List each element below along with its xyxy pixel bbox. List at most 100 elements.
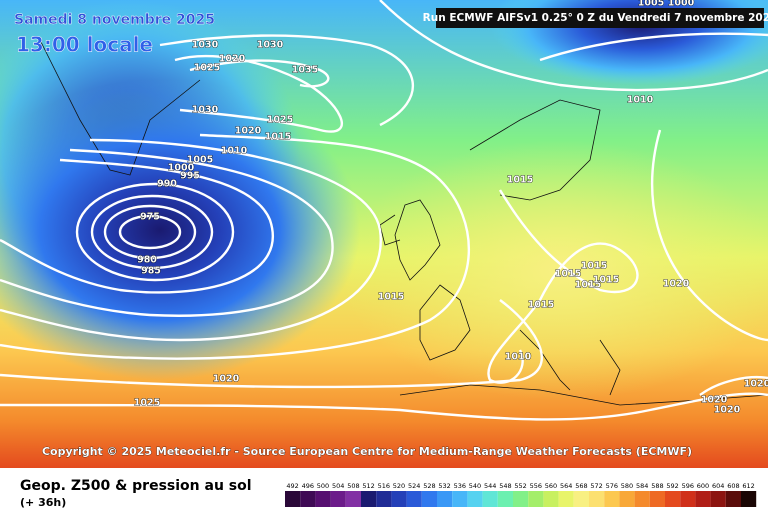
scale-swatch xyxy=(467,491,483,507)
coastlines xyxy=(39,39,768,406)
scale-swatch xyxy=(604,491,620,507)
isobar-label: 995 xyxy=(180,171,200,182)
time: 13:00 locale xyxy=(16,33,153,57)
scale-swatch xyxy=(361,491,377,507)
scale-swatch xyxy=(619,491,635,507)
scale-label: 572 xyxy=(590,482,602,490)
scale-label: 528 xyxy=(423,482,435,490)
isobar-label: 1000 xyxy=(168,163,195,174)
scale-label: 508 xyxy=(347,482,359,490)
isobar-label: 1010 xyxy=(221,146,248,157)
scale-label: 568 xyxy=(575,482,587,490)
copyright: Copyright © 2025 Meteociel.fr - Source E… xyxy=(42,445,692,458)
isobar-label: 1015 xyxy=(575,280,601,291)
scale-swatch xyxy=(421,491,437,507)
footer-title: Geop. Z500 & pression au sol xyxy=(20,478,252,494)
scale-swatch xyxy=(391,491,407,507)
scale-label: 596 xyxy=(682,482,694,490)
scale-swatch xyxy=(330,491,346,507)
scale-label: 500 xyxy=(317,482,329,490)
isobar-label: 1015 xyxy=(528,300,554,311)
scale-label: 536 xyxy=(454,482,466,490)
scale-label: 504 xyxy=(332,482,344,490)
scale-swatch xyxy=(649,491,665,507)
scale-label: 492 xyxy=(286,482,298,490)
scale-swatch xyxy=(345,491,361,507)
scale-label: 552 xyxy=(514,482,526,490)
scale-swatch xyxy=(543,491,559,507)
isobar-label: 990 xyxy=(157,179,177,190)
isobar-label: 1025 xyxy=(267,115,293,126)
scale-label: 512 xyxy=(362,482,374,490)
isobar-label: 1005 xyxy=(187,155,213,166)
isobar-label: 985 xyxy=(141,266,161,277)
scale-label: 540 xyxy=(469,482,481,490)
date: Samedi 8 novembre 2025 xyxy=(14,12,215,28)
isobar-label: 1020 xyxy=(701,395,728,406)
scale-label: 592 xyxy=(666,482,678,490)
scale-swatch xyxy=(710,491,726,507)
scale-swatch xyxy=(665,491,681,507)
scale-swatch xyxy=(695,491,711,507)
isobar-label: 1020 xyxy=(663,279,690,290)
scale-swatch xyxy=(634,491,650,507)
scale-label: 600 xyxy=(697,482,709,490)
isobar-label: 1020 xyxy=(714,405,741,416)
scale-label: 516 xyxy=(378,482,390,490)
run-info: Run ECMWF AIFSv1 0.25° 0 Z du Vendredi 7… xyxy=(423,12,768,24)
isobar-label: 980 xyxy=(137,255,157,266)
scale-swatch xyxy=(558,491,574,507)
scale-swatch xyxy=(680,491,696,507)
isobar-label: 1025 xyxy=(194,63,220,74)
scale-swatch xyxy=(437,491,453,507)
isobar-label: 1000 xyxy=(668,0,695,9)
isobar-label: 1025 xyxy=(134,398,160,409)
scale-label: 548 xyxy=(499,482,511,490)
scale-swatch xyxy=(513,491,529,507)
ridge-shading xyxy=(340,140,768,400)
isobar-label: 1015 xyxy=(581,261,607,272)
scale-swatch xyxy=(285,491,301,507)
isobar-label: 1010 xyxy=(505,352,532,363)
scale-swatch xyxy=(452,491,468,507)
scale-swatch xyxy=(497,491,513,507)
scale-label: 584 xyxy=(636,482,648,490)
scale-swatch xyxy=(315,491,331,507)
scale-swatch xyxy=(725,491,741,507)
scale-swatch xyxy=(376,491,392,507)
scale-label: 580 xyxy=(621,482,633,490)
scale-label: 564 xyxy=(560,482,572,490)
scale-swatch xyxy=(482,491,498,507)
scale-swatch xyxy=(300,491,316,507)
isobar-label: 1020 xyxy=(235,126,262,137)
scale-label: 576 xyxy=(606,482,618,490)
lead-time: (+ 36h) xyxy=(20,496,66,509)
isobar-label: 1015 xyxy=(593,275,619,286)
isobar-label: 1015 xyxy=(378,292,404,303)
scale-label: 608 xyxy=(727,482,739,490)
isobar-label: 1020 xyxy=(213,374,240,385)
scale-swatch xyxy=(528,491,544,507)
scale-swatch xyxy=(741,491,757,507)
isobar-label: 1005 xyxy=(638,0,664,9)
scale-label: 560 xyxy=(545,482,557,490)
isobar-label: 975 xyxy=(140,212,160,223)
isobar-label: 1020 xyxy=(744,379,768,390)
scale-swatch xyxy=(589,491,605,507)
scale-swatch xyxy=(573,491,589,507)
scale-label: 588 xyxy=(651,482,663,490)
isobar-label: 1030 xyxy=(257,40,284,51)
isobar-label: 1010 xyxy=(627,95,654,106)
isobar-label: 1030 xyxy=(192,40,219,51)
scale-label: 524 xyxy=(408,482,420,490)
scale-label: 520 xyxy=(393,482,405,490)
scale-label: 612 xyxy=(742,482,754,490)
isobar-label: 1030 xyxy=(192,105,219,116)
scale-swatch xyxy=(406,491,422,507)
isobars xyxy=(0,0,768,419)
scale-label: 496 xyxy=(302,482,314,490)
scale-label: 532 xyxy=(438,482,450,490)
